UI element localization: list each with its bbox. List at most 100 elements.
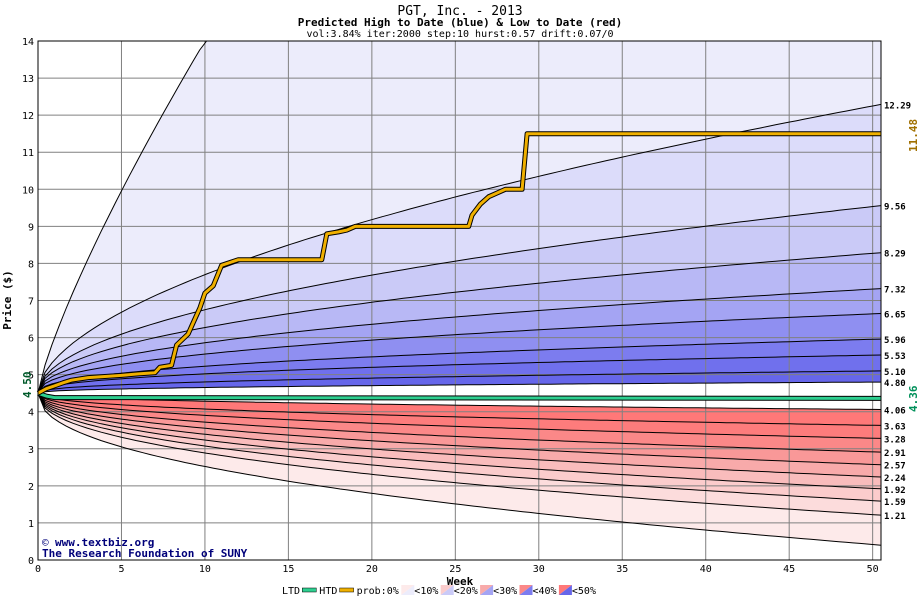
low-band: [38, 393, 881, 453]
x-axis-label: Week: [447, 575, 474, 588]
legend-prob-item: <30%: [493, 586, 517, 597]
quantile-end-labels: 12.29 9.56 8.29 7.32 6.65 5.96 5.53 5.104.80 4.0…: [884, 101, 911, 522]
x-tick-label: 40: [700, 564, 712, 575]
high-quantile-line: [37, 338, 882, 394]
high-quantile-end-label: 4.80: [884, 379, 906, 389]
watermark: © www.textbiz.org The Research Foundatio…: [42, 536, 248, 560]
low-quantile-line: [37, 392, 882, 466]
legend-ltd-swatch: [302, 587, 317, 593]
x-tick-label: 35: [616, 564, 628, 575]
high-quantile-end-label: 12.29: [884, 101, 911, 111]
legend-high-swatch: [401, 585, 415, 595]
legend-htd-label: HTD: [319, 586, 337, 597]
y-tick-label: 5: [28, 371, 34, 382]
legend-prob-item: <40%: [533, 586, 557, 597]
high-band: [38, 205, 881, 394]
y-tick-label: 12: [22, 111, 34, 122]
legend-prob-item: <50%: [572, 586, 596, 597]
high-quantile-end-label: 5.10: [884, 368, 906, 378]
low-band: [38, 393, 881, 489]
legend-high-swatch: [519, 585, 533, 595]
low-quantile-end-label: 1.92: [884, 486, 906, 496]
high-quantile-end-label: 9.56: [884, 203, 906, 213]
high-band-outer: [38, 41, 881, 394]
legend-prob-label: prob:0%: [357, 586, 399, 597]
y-tick-label: 13: [22, 74, 34, 85]
low-band: [38, 393, 881, 516]
low-quantile-line: [37, 392, 882, 426]
y-tick-label: 1: [28, 519, 34, 530]
high-band: [38, 252, 881, 394]
low-quantile-end-label: 2.24: [884, 474, 906, 484]
low-quantile-end-label: 3.63: [884, 422, 906, 432]
low-quantile-line: [37, 392, 882, 453]
high-quantile-line: [37, 252, 882, 394]
y-tick-label: 2: [28, 482, 34, 493]
x-tick-label: 5: [118, 564, 124, 575]
low-band-outer: [38, 393, 881, 546]
y-tick-label: 4: [28, 408, 34, 419]
envelope-low-line: [37, 393, 882, 546]
low-quantile-end-label: 2.91: [884, 449, 906, 459]
watermark-text: www.textbiz.org: [55, 536, 154, 549]
credit-text: The Research Foundation of SUNY: [42, 547, 248, 560]
legend-htd-swatch: [339, 587, 354, 593]
high-quantile-line: [37, 354, 882, 394]
x-tick-label: 50: [867, 564, 879, 575]
high-quantile-line: [37, 381, 881, 394]
y-tick-label: 9: [28, 222, 34, 233]
high-quantile-line: [37, 313, 882, 394]
y-tick-label: 10: [22, 185, 34, 196]
high-quantile-line: [37, 370, 882, 394]
y-tick-label: 8: [28, 259, 34, 270]
chart-title: PGT, Inc. - 2013: [397, 4, 522, 19]
high-quantile-end-label: 7.32: [884, 286, 906, 296]
low-quantile-line: [37, 392, 882, 490]
x-tick-label: 25: [449, 564, 461, 575]
probability-bands: [38, 41, 881, 546]
high-band: [38, 339, 881, 394]
high-band: [38, 104, 881, 394]
x-tick-label: 15: [282, 564, 294, 575]
high-quantile-end-label: 5.53: [884, 352, 906, 362]
x-tick-label: 0: [35, 564, 41, 575]
legend-ltd-label: LTD: [282, 586, 300, 597]
legend-high-swatch: [480, 585, 494, 595]
htd-line: [37, 132, 881, 395]
x-tick-label: 45: [783, 564, 795, 575]
low-quantile-end-label: 3.28: [884, 435, 906, 445]
y-axis-label: Price ($): [1, 270, 14, 330]
high-quantile-end-label: 8.29: [884, 250, 906, 260]
legend-high-swatch: [440, 585, 454, 595]
y-tick-label: 0: [28, 556, 34, 567]
high-band: [38, 355, 881, 394]
low-quantile-end-label: 1.21: [884, 512, 906, 522]
x-tick-label: 30: [533, 564, 545, 575]
copyright-icon: ©: [42, 536, 49, 549]
legend-high-swatch: [558, 585, 572, 595]
low-band: [38, 393, 881, 426]
y-tick-label: 6: [28, 334, 34, 345]
low-quantile-line: [37, 392, 882, 410]
legend-prob-item: <10%: [414, 586, 438, 597]
plot-frame: [37, 40, 882, 561]
low-quantile-line: [37, 392, 882, 478]
high-quantile-line: [37, 205, 882, 394]
low-quantile-end-label: 2.57: [884, 462, 906, 472]
high-band: [38, 370, 881, 394]
high-band: [38, 288, 881, 394]
low-quantile-end-label: 1.59: [884, 498, 906, 508]
y-tick-label: 7: [28, 297, 34, 308]
legend-prob-item: <20%: [454, 586, 478, 597]
last-high-label: 11.48: [907, 119, 920, 152]
high-quantile-end-label: 6.65: [884, 310, 906, 320]
y-tick-label: 14: [22, 37, 34, 48]
series-lines: [36, 131, 882, 401]
chart-subtitle: Predicted High to Date (blue) & Low to D…: [298, 16, 623, 29]
high-quantile-end-label: 5.96: [884, 336, 906, 346]
ltd-line: [37, 391, 882, 400]
x-tick-label: 10: [199, 564, 211, 575]
high-band: [38, 313, 881, 394]
